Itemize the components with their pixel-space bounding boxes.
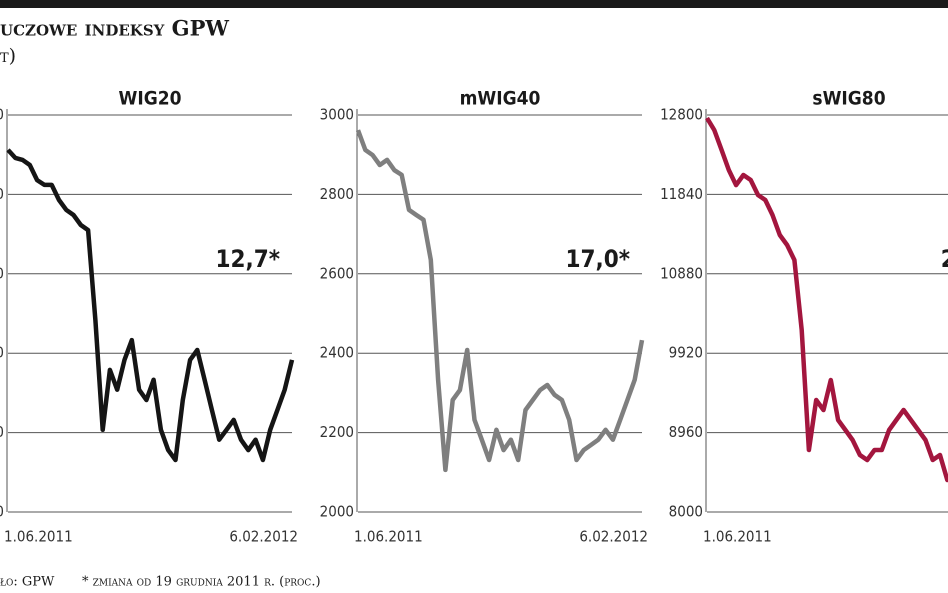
- chart-title: sWIG80: [812, 88, 885, 110]
- x-tick-label: 6.02.2012: [579, 528, 648, 546]
- top-bar: [0, 0, 948, 8]
- source: ło: GPW: [0, 575, 55, 590]
- annotation: 12,7*: [215, 245, 280, 273]
- y-tick-label: 2600: [320, 264, 354, 282]
- page-title: uczowe indeksy GPW: [0, 16, 229, 41]
- y-tick-label: 3000: [320, 106, 354, 124]
- x-tick-label: 6.02.2012: [229, 528, 298, 546]
- data-line: [355, 129, 645, 473]
- x-tick-label: 1.06.2011: [703, 528, 772, 546]
- data-line: [705, 116, 948, 483]
- y-tick-label: 2800: [320, 185, 354, 203]
- y-tick-label: 9920: [669, 344, 703, 362]
- y-tick-label: 8960: [669, 423, 703, 441]
- y-tick-label: 12800: [660, 106, 703, 124]
- chart-title: mWIG40: [460, 88, 541, 110]
- y-tick-label: 10880: [660, 264, 703, 282]
- y-tick-label: 11840: [660, 185, 703, 203]
- y-tick-label: 2100: [0, 423, 4, 441]
- footnote: * zmiana od 19 grudnia 2011 r. (proc.): [82, 575, 321, 590]
- annotation: 17,0*: [565, 245, 630, 273]
- y-tick-label: 2200: [320, 423, 354, 441]
- chart-title: WIG20: [118, 88, 181, 110]
- data-line: [6, 148, 295, 463]
- x-tick-label: 1.06.2011: [4, 528, 73, 546]
- y-tick-label: 2300: [0, 344, 4, 362]
- y-tick-label: 8000: [669, 503, 703, 521]
- y-tick-label: 2000: [320, 503, 354, 521]
- x-tick-label: 1.06.2011: [354, 528, 423, 546]
- y-tick-label: 2700: [0, 185, 4, 203]
- y-tick-label: 2900: [0, 106, 4, 124]
- y-tick-label: 2400: [320, 344, 354, 362]
- annotation: 20,: [941, 245, 948, 273]
- page-subtitle: t): [0, 45, 16, 67]
- y-tick-label: 1900: [0, 503, 4, 521]
- y-tick-label: 2500: [0, 264, 4, 282]
